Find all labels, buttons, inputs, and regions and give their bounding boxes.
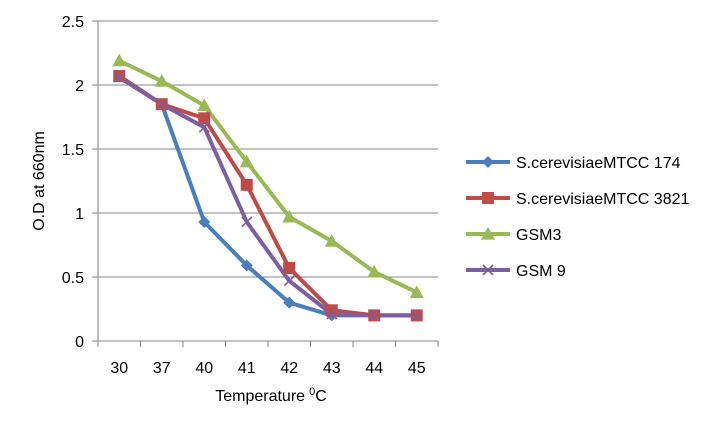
data-point bbox=[241, 216, 253, 228]
data-point bbox=[156, 98, 168, 110]
data-point bbox=[326, 308, 338, 320]
x-axis-title-text: Temperature bbox=[215, 388, 305, 405]
data-point bbox=[198, 121, 210, 133]
y-tick-label: 2.5 bbox=[62, 14, 84, 31]
data-point bbox=[325, 304, 338, 317]
x-marker-stroke bbox=[241, 216, 253, 228]
data-point bbox=[409, 285, 424, 298]
tick-labels: 0 0.5 1 1.5 2 2.5 30 37 40 41 42 43 44 45 bbox=[62, 14, 426, 377]
data-point bbox=[197, 98, 212, 112]
legend-label: GSM 9 bbox=[516, 263, 566, 280]
x-marker-stroke bbox=[283, 275, 295, 287]
legend: S.cerevisiaeMTCC 174 S.cerevisiaeMTCC 382… bbox=[466, 155, 690, 280]
series-lines bbox=[117, 58, 419, 318]
legend-item: S.cerevisiaeMTCC 3821 bbox=[466, 191, 690, 208]
x-marker-stroke bbox=[326, 308, 338, 320]
data-point bbox=[113, 70, 126, 83]
x-marker-stroke bbox=[411, 309, 423, 321]
x-tick-label: 37 bbox=[153, 360, 171, 377]
legend-marker bbox=[482, 192, 494, 204]
data-point bbox=[367, 264, 382, 278]
x-tick-label: 30 bbox=[110, 360, 128, 377]
legend-label: S.cerevisiaeMTCC 3821 bbox=[516, 191, 690, 208]
x-axis-title-superscript: 0 bbox=[309, 386, 315, 398]
data-point bbox=[283, 296, 296, 309]
axes bbox=[92, 20, 439, 347]
y-tick-label: 2 bbox=[75, 78, 84, 95]
data-point bbox=[324, 234, 339, 247]
y-tick-label: 0.5 bbox=[62, 270, 84, 287]
data-point bbox=[283, 262, 296, 275]
x-marker-stroke bbox=[198, 121, 210, 133]
x-tick-label: 40 bbox=[195, 360, 213, 377]
data-point bbox=[240, 259, 253, 272]
legend-label: GSM3 bbox=[516, 227, 561, 244]
y-tick-label: 1 bbox=[75, 206, 84, 223]
y-tick-label: 1.5 bbox=[62, 142, 84, 159]
x-tick-label: 43 bbox=[323, 360, 341, 377]
y-axis-title: O.D at 660nm bbox=[31, 131, 48, 231]
legend-marker bbox=[482, 156, 494, 168]
data-point bbox=[282, 209, 297, 223]
data-point bbox=[113, 71, 125, 83]
series-line bbox=[117, 75, 419, 318]
x-tick-label: 44 bbox=[365, 360, 383, 377]
legend-item: GSM 9 bbox=[466, 263, 566, 280]
x-tick-label: 41 bbox=[238, 360, 256, 377]
data-point bbox=[198, 215, 211, 228]
data-point bbox=[112, 53, 127, 67]
gridlines bbox=[98, 20, 438, 278]
data-point bbox=[368, 309, 380, 321]
x-marker-stroke bbox=[113, 71, 125, 83]
series-markers bbox=[112, 53, 424, 322]
series-line bbox=[117, 58, 419, 295]
legend-marker bbox=[482, 264, 494, 276]
x-marker-stroke bbox=[482, 264, 494, 276]
x-marker-stroke bbox=[368, 309, 380, 321]
series-line bbox=[117, 74, 419, 318]
y-tick-label: 0 bbox=[75, 334, 84, 351]
data-point bbox=[239, 154, 254, 168]
data-point bbox=[198, 112, 211, 125]
x-axis-title: Temperature 0C bbox=[215, 386, 327, 405]
data-point bbox=[283, 275, 295, 287]
legend-item: S.cerevisiaeMTCC 174 bbox=[466, 155, 681, 172]
data-point bbox=[411, 309, 423, 321]
data-point bbox=[154, 74, 169, 87]
legend-item: GSM3 bbox=[466, 227, 561, 244]
legend-marker bbox=[481, 227, 495, 240]
x-tick-label: 42 bbox=[280, 360, 298, 377]
legend-label: S.cerevisiaeMTCC 174 bbox=[516, 155, 681, 172]
x-marker-stroke bbox=[156, 98, 168, 110]
x-tick-label: 45 bbox=[408, 360, 426, 377]
data-point bbox=[240, 178, 253, 191]
x-axis-title-unit: C bbox=[315, 388, 327, 405]
